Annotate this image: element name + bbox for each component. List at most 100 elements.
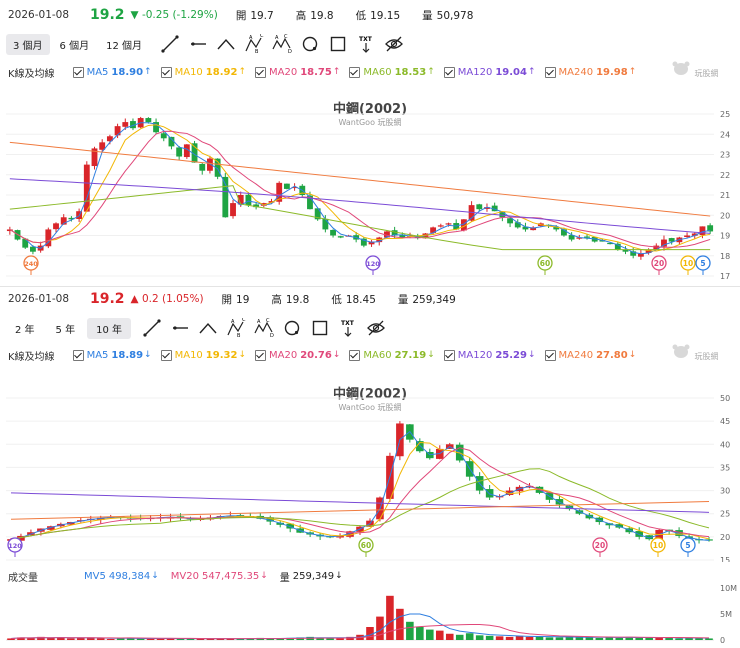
volume-bar bbox=[246, 638, 255, 640]
ma-line-ma20 bbox=[9, 130, 711, 248]
candle-body bbox=[22, 238, 29, 248]
volume-bar bbox=[116, 638, 125, 640]
volume-bar bbox=[47, 637, 55, 640]
text-tool-icon[interactable]: TXT bbox=[355, 33, 377, 55]
hide-drawings-icon[interactable] bbox=[365, 317, 387, 339]
ma120-toggle[interactable]: MA120 19.04 ↑ bbox=[443, 66, 536, 78]
horizontal-line-tool-icon[interactable] bbox=[187, 33, 209, 55]
circle-tool-icon[interactable] bbox=[299, 33, 321, 55]
top-candlestick-chart[interactable]: 17 18 19 20 21 22 23 24 25 240 120 60 20 10 5 bbox=[0, 80, 740, 285]
volume-bar bbox=[645, 637, 653, 640]
volume-bar bbox=[545, 637, 554, 640]
quote-volume: 量 259,349 bbox=[397, 293, 456, 306]
ma20-toggle[interactable]: MA20 18.75 ↑ bbox=[254, 66, 340, 78]
candle-body bbox=[176, 147, 183, 157]
volume-bar bbox=[67, 638, 75, 640]
candle-body bbox=[160, 133, 167, 139]
quote-change: ▲ 0.2 (1.05%) bbox=[130, 293, 204, 305]
candle-body bbox=[615, 524, 624, 528]
abc-pattern-tool-icon[interactable]: A B C bbox=[225, 317, 247, 339]
angle-tool-icon[interactable] bbox=[215, 33, 237, 55]
volume-bar bbox=[406, 621, 414, 640]
ma-line-ma10 bbox=[9, 124, 711, 252]
ma10-toggle[interactable]: MA10 18.92 ↑ bbox=[160, 66, 246, 78]
ma-marker-label: 60 bbox=[361, 541, 371, 550]
volume-bar bbox=[206, 638, 215, 640]
svg-text:A: A bbox=[257, 319, 261, 325]
svg-text:A: A bbox=[231, 319, 235, 325]
ma-line-ma240 bbox=[10, 500, 710, 520]
ma5-toggle[interactable]: MA5 18.90 ↑ bbox=[72, 66, 152, 78]
circle-tool-icon[interactable] bbox=[281, 317, 303, 339]
candle-body bbox=[360, 238, 367, 246]
trend-line-tool-icon[interactable] bbox=[159, 33, 181, 55]
candle-body bbox=[491, 205, 498, 212]
candle-body bbox=[661, 239, 667, 247]
ma60-toggle[interactable]: MA60 18.53 ↑ bbox=[349, 66, 435, 78]
candle-body bbox=[655, 529, 663, 541]
ma240-toggle[interactable]: MA240 19.98 ↑ bbox=[544, 66, 636, 78]
ma240-toggle[interactable]: MA240 27.80 ↓ bbox=[544, 349, 636, 361]
candle-body bbox=[145, 118, 152, 123]
quote-volume: 量 50,978 bbox=[422, 9, 474, 22]
range-12m-button[interactable]: 12 個月 bbox=[106, 40, 142, 52]
ma-marker-badge bbox=[695, 255, 711, 271]
ma20-toggle[interactable]: MA20 20.76 ↓ bbox=[254, 349, 340, 361]
mv5-legend: MV5 498,384 ↓ bbox=[84, 570, 159, 582]
volume-bar bbox=[445, 633, 454, 640]
volume-bar bbox=[685, 637, 693, 640]
ma-marker-label: 20 bbox=[654, 259, 664, 268]
range-5y-button[interactable]: 5 年 bbox=[55, 324, 76, 336]
volume-bar bbox=[226, 638, 235, 640]
angle-tool-icon[interactable] bbox=[197, 317, 219, 339]
ma120-toggle[interactable]: MA120 25.29 ↓ bbox=[443, 349, 536, 361]
ma60-toggle[interactable]: MA60 27.19 ↓ bbox=[349, 349, 435, 361]
candle-body bbox=[6, 229, 13, 232]
ma-marker-badge bbox=[650, 537, 666, 553]
candle-body bbox=[53, 223, 59, 230]
ma-line-ma120 bbox=[10, 492, 710, 513]
candle-body bbox=[622, 249, 629, 252]
candle-body bbox=[645, 535, 653, 540]
ma-line-ma60 bbox=[9, 185, 711, 251]
candle-body bbox=[168, 136, 175, 147]
candle-body bbox=[437, 225, 444, 227]
ma10-toggle[interactable]: MA10 19.32 ↓ bbox=[160, 349, 246, 361]
ma-marker-label: 10 bbox=[683, 259, 693, 268]
rectangle-tool-icon[interactable] bbox=[327, 33, 349, 55]
svg-text:B: B bbox=[237, 333, 241, 338]
hide-drawings-icon[interactable] bbox=[383, 33, 405, 55]
y-tick-label: 22 bbox=[720, 171, 730, 180]
candle-body bbox=[99, 142, 106, 150]
volume-bar bbox=[675, 638, 683, 640]
candle-body bbox=[561, 229, 567, 236]
ma5-toggle[interactable]: MA5 18.89 ↓ bbox=[72, 349, 152, 361]
candle-body bbox=[122, 122, 129, 127]
rectangle-tool-icon[interactable] bbox=[309, 317, 331, 339]
range-6m-button[interactable]: 6 個月 bbox=[59, 40, 90, 52]
volume-bar bbox=[326, 638, 334, 640]
candle-body bbox=[505, 490, 514, 495]
volume-bar-chart[interactable]: 10M 5M 0 bbox=[0, 584, 740, 646]
candle-body bbox=[645, 249, 652, 253]
text-tool-icon[interactable]: TXT bbox=[337, 317, 359, 339]
range-3m-button[interactable]: 3 個月 bbox=[6, 33, 50, 55]
y-tick-label: 23 bbox=[720, 151, 730, 160]
trend-line-tool-icon[interactable] bbox=[141, 317, 163, 339]
range-2y-button[interactable]: 2 年 bbox=[15, 324, 35, 336]
candle-body bbox=[230, 203, 236, 217]
horizontal-line-tool-icon[interactable] bbox=[169, 317, 191, 339]
abc-pattern-tool-icon[interactable]: A B C bbox=[243, 33, 265, 55]
ma-marker-label: 20 bbox=[595, 541, 605, 550]
volume-bar bbox=[435, 630, 444, 640]
candle-body bbox=[368, 241, 375, 245]
volume-bar bbox=[695, 638, 703, 640]
svg-text:B: B bbox=[255, 49, 259, 54]
range-10y-button[interactable]: 10 年 bbox=[87, 317, 131, 339]
candle-body bbox=[599, 240, 606, 242]
volume-bar bbox=[555, 637, 564, 640]
bottom-candlestick-chart[interactable]: 15 20 25 30 35 40 45 50 120 60 20 10 5 bbox=[0, 362, 740, 562]
watermark-logo: 玩股網 bbox=[670, 343, 719, 362]
